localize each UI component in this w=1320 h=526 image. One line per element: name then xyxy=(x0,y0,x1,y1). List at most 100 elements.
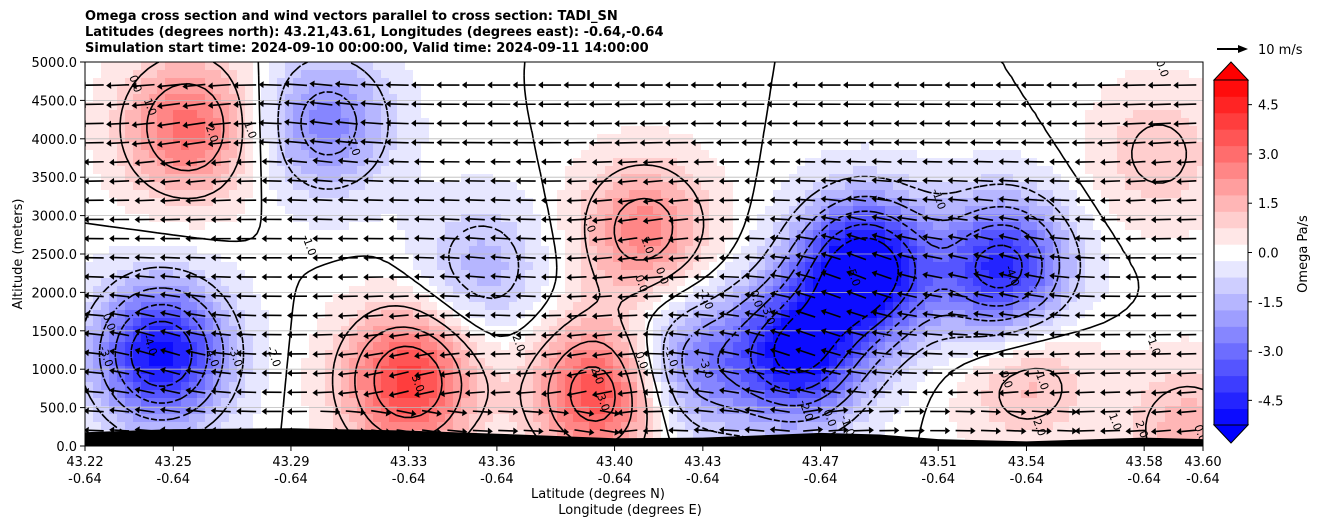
field-cell xyxy=(173,102,182,111)
field-cell xyxy=(733,398,742,407)
field-cell xyxy=(773,398,782,407)
field-cell xyxy=(229,270,238,279)
field-cell xyxy=(461,318,470,327)
field-cell xyxy=(621,78,630,87)
field-cell xyxy=(541,302,550,311)
field-cell xyxy=(701,174,710,183)
field-cell xyxy=(709,270,718,279)
field-cell xyxy=(893,278,902,287)
field-cell xyxy=(693,286,702,295)
field-cell xyxy=(765,198,774,207)
field-cell xyxy=(837,374,846,383)
field-cell xyxy=(837,110,846,119)
field-cell xyxy=(413,286,422,295)
field-cell xyxy=(805,214,814,223)
field-cell xyxy=(293,286,302,295)
field-cell xyxy=(645,206,654,215)
field-cell xyxy=(445,78,454,87)
field-cell xyxy=(469,358,478,367)
field-cell xyxy=(373,246,382,255)
field-cell xyxy=(909,70,918,79)
field-cell xyxy=(661,70,670,79)
field-cell xyxy=(213,150,222,159)
field-cell xyxy=(141,318,150,327)
field-cell xyxy=(605,430,614,439)
field-cell xyxy=(901,182,910,191)
field-cell xyxy=(653,310,662,319)
field-cell xyxy=(413,62,422,71)
field-cell xyxy=(189,350,198,359)
field-cell xyxy=(229,334,238,343)
field-cell xyxy=(645,166,654,175)
field-cell xyxy=(445,150,454,159)
field-cell xyxy=(813,270,822,279)
field-cell xyxy=(861,222,870,231)
field-cell xyxy=(501,382,510,391)
field-cell xyxy=(469,414,478,423)
field-cell xyxy=(805,230,814,239)
field-cell xyxy=(901,286,910,295)
field-cell xyxy=(773,430,782,439)
field-cell xyxy=(533,270,542,279)
field-cell xyxy=(397,86,406,95)
field-cell xyxy=(669,94,678,103)
field-cell xyxy=(757,286,766,295)
field-cell xyxy=(445,278,454,287)
field-cell xyxy=(237,262,246,271)
field-cell xyxy=(221,118,230,127)
field-cell xyxy=(501,374,510,383)
field-cell xyxy=(613,422,622,431)
field-cell xyxy=(277,302,286,311)
field-cell xyxy=(781,166,790,175)
field-cell xyxy=(421,270,430,279)
field-cell xyxy=(317,142,326,151)
field-cell xyxy=(109,398,118,407)
field-cell xyxy=(205,374,214,383)
field-cell xyxy=(445,358,454,367)
field-cell xyxy=(893,198,902,207)
field-cell xyxy=(557,214,566,223)
field-cell xyxy=(869,70,878,79)
field-cell xyxy=(477,422,486,431)
field-cell xyxy=(453,302,462,311)
field-cell xyxy=(581,350,590,359)
field-cell xyxy=(277,334,286,343)
field-cell xyxy=(301,142,310,151)
field-cell xyxy=(341,158,350,167)
field-cell xyxy=(93,126,102,135)
field-cell xyxy=(181,110,190,119)
field-cell xyxy=(797,422,806,431)
field-cell xyxy=(525,238,534,247)
field-cell xyxy=(885,414,894,423)
field-cell xyxy=(357,286,366,295)
field-cell xyxy=(165,118,174,127)
field-cell xyxy=(437,134,446,143)
field-cell xyxy=(661,102,670,111)
field-cell xyxy=(485,94,494,103)
field-cell xyxy=(797,398,806,407)
field-cell xyxy=(853,126,862,135)
field-cell xyxy=(149,62,158,71)
field-cell xyxy=(741,374,750,383)
field-cell xyxy=(429,198,438,207)
field-cell xyxy=(629,150,638,159)
field-cell xyxy=(525,222,534,231)
field-cell xyxy=(445,270,454,279)
field-cell xyxy=(325,422,334,431)
field-cell xyxy=(733,134,742,143)
field-cell xyxy=(245,190,254,199)
field-cell xyxy=(429,86,438,95)
field-cell xyxy=(661,294,670,303)
field-cell xyxy=(93,118,102,127)
field-cell xyxy=(861,126,870,135)
field-cell xyxy=(597,102,606,111)
field-cell xyxy=(709,94,718,103)
field-cell xyxy=(277,358,286,367)
field-cell xyxy=(389,86,398,95)
field-cell xyxy=(637,182,646,191)
field-cell xyxy=(605,126,614,135)
field-cell xyxy=(533,182,542,191)
field-cell xyxy=(349,358,358,367)
field-cell xyxy=(469,270,478,279)
field-cell xyxy=(893,126,902,135)
